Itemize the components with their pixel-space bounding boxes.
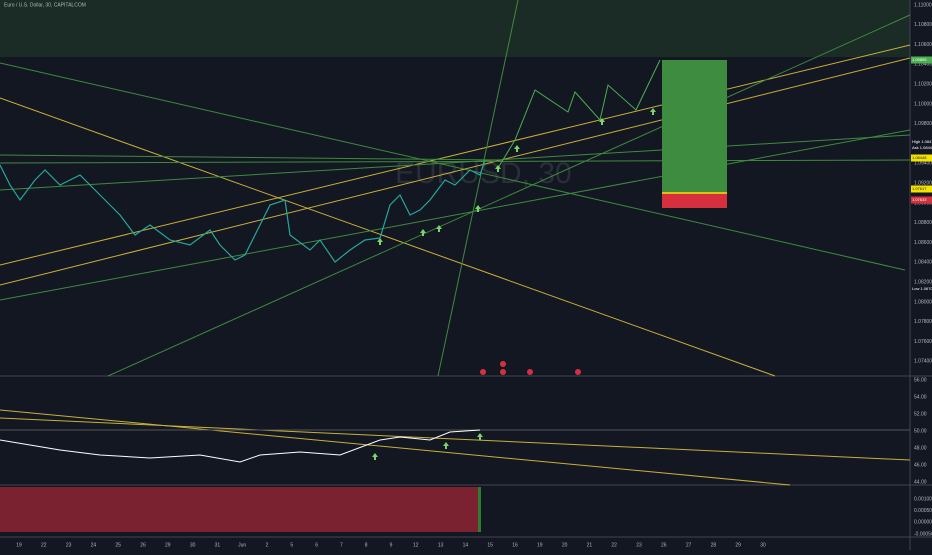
price-label: 1.10000 bbox=[914, 101, 932, 107]
price-tag bbox=[911, 285, 932, 293]
date-label: 12 bbox=[413, 542, 419, 548]
price-label: 1.08000 bbox=[914, 299, 932, 305]
date-label: 25 bbox=[115, 542, 121, 548]
price-label: 1.08800 bbox=[914, 220, 932, 226]
price-label: 1.10200 bbox=[914, 82, 932, 88]
price-tag-label: 1.09895 bbox=[912, 57, 927, 62]
date-label: 30 bbox=[190, 542, 196, 548]
rsi-label: 54.00 bbox=[914, 394, 927, 400]
osc-label: 0.00000 bbox=[914, 520, 932, 526]
date-label: 29 bbox=[735, 542, 741, 548]
price-label: 1.08600 bbox=[914, 240, 932, 246]
price-tag bbox=[911, 138, 932, 146]
forecast-path bbox=[497, 59, 661, 169]
rsi-label: 48.00 bbox=[914, 445, 927, 451]
rsi-label: 52.00 bbox=[914, 411, 927, 417]
rsi-line bbox=[0, 429, 481, 463]
rsi-label: 50.00 bbox=[914, 428, 927, 434]
price-tag-label: Low 1.06705 bbox=[912, 286, 932, 291]
date-label: 9 bbox=[390, 542, 393, 548]
date-label: 30 bbox=[760, 542, 766, 548]
price-label: 1.10600 bbox=[914, 42, 932, 48]
rsi-label: 46.00 bbox=[914, 462, 927, 468]
date-label: 7 bbox=[340, 542, 343, 548]
price-tag bbox=[911, 185, 932, 193]
date-label: 31 bbox=[215, 542, 221, 548]
rsi-label: 44.00 bbox=[914, 479, 927, 485]
date-label: 15 bbox=[487, 542, 493, 548]
oscillator-bar-last bbox=[478, 487, 481, 532]
target-zone bbox=[662, 60, 727, 193]
date-label: 26 bbox=[140, 542, 146, 548]
oscillator-bars bbox=[0, 487, 478, 532]
stop-zone bbox=[662, 193, 727, 208]
price-tag bbox=[911, 154, 932, 162]
osc-label: 0.00050 bbox=[914, 508, 932, 514]
price-tag-label: High 1.08471 bbox=[912, 139, 932, 144]
price-label: 1.07800 bbox=[914, 319, 932, 325]
price-label: 1.08200 bbox=[914, 280, 932, 286]
price-label: 1.09200 bbox=[914, 181, 932, 187]
date-label: 29 bbox=[165, 542, 171, 548]
date-label: 22 bbox=[611, 542, 617, 548]
price-label: 1.07400 bbox=[914, 359, 932, 365]
rsi-label: 56.00 bbox=[914, 377, 927, 383]
price-label: 1.11000 bbox=[914, 2, 932, 8]
price-tag bbox=[911, 144, 932, 152]
price-label: 1.10800 bbox=[914, 22, 932, 28]
date-label: 19 bbox=[537, 542, 543, 548]
date-label: Jun bbox=[238, 542, 246, 548]
signal-arrows bbox=[372, 108, 656, 460]
date-label: 5 bbox=[290, 542, 293, 548]
date-label: 23 bbox=[636, 542, 642, 548]
price-label: 1.09800 bbox=[914, 121, 932, 127]
date-label: 6 bbox=[315, 542, 318, 548]
price-tag-label: 1.08448 bbox=[912, 155, 927, 160]
price-tag bbox=[911, 56, 932, 64]
date-label: 8 bbox=[365, 542, 368, 548]
price-tag-label: 1.07617 bbox=[912, 186, 927, 191]
date-label: 21 bbox=[587, 542, 593, 548]
price-label: 1.08400 bbox=[914, 260, 932, 266]
date-label: 19 bbox=[16, 542, 22, 548]
price-line bbox=[0, 159, 486, 263]
date-label: 27 bbox=[686, 542, 692, 548]
symbol-title: Euro / U.S. Dollar, 30, CAPITALCOM bbox=[4, 2, 86, 8]
date-label: 28 bbox=[711, 542, 717, 548]
date-label: 26 bbox=[661, 542, 667, 548]
price-tag-label: 1.07633 bbox=[912, 197, 927, 202]
date-label: 13 bbox=[438, 542, 444, 548]
price-label: 1.07600 bbox=[914, 339, 932, 345]
date-label: 16 bbox=[512, 542, 518, 548]
date-label: 23 bbox=[66, 542, 72, 548]
price-label: 1.09400 bbox=[914, 161, 932, 167]
price-tag bbox=[911, 196, 932, 204]
osc-label: -0.00050 bbox=[914, 531, 932, 537]
trend-lines bbox=[0, 0, 911, 486]
event-markers bbox=[480, 361, 581, 375]
date-label: 2 bbox=[266, 542, 269, 548]
price-label: 1.10400 bbox=[914, 62, 932, 68]
price-tag-label: Ask 1.08449 bbox=[912, 145, 932, 150]
date-label: 14 bbox=[463, 542, 469, 548]
date-label: 20 bbox=[562, 542, 568, 548]
date-label: 22 bbox=[41, 542, 47, 548]
osc-label: 0.00100 bbox=[914, 496, 932, 502]
supply-zone bbox=[0, 0, 910, 57]
date-label: 24 bbox=[91, 542, 97, 548]
